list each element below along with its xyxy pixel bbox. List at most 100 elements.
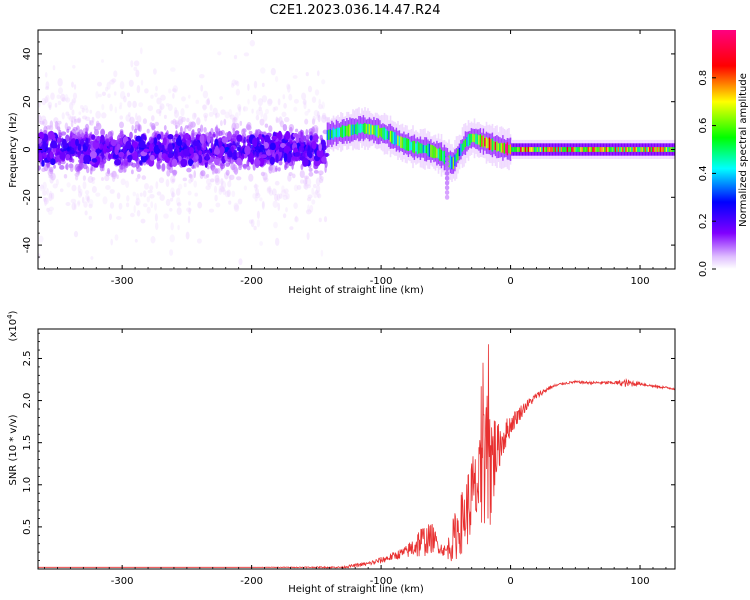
noise-core-blob <box>69 149 76 155</box>
signal-core <box>419 143 422 154</box>
noise-blob <box>246 121 252 129</box>
y-tick-label: -40 <box>22 237 33 253</box>
noise-blob <box>172 169 177 177</box>
signal-core <box>424 145 426 153</box>
noise-blob <box>300 164 304 170</box>
noise-blob <box>188 173 192 178</box>
noise-blob <box>148 136 154 144</box>
noise-blob <box>73 84 77 90</box>
noise-blob <box>243 52 250 57</box>
noise-blob <box>234 80 239 85</box>
noise-blob <box>272 200 278 208</box>
noise-blob <box>70 120 74 128</box>
signal-core <box>383 127 386 141</box>
noise-blob <box>233 202 239 210</box>
noise-blob <box>276 117 280 123</box>
noise-blob <box>243 106 246 112</box>
noise-blob <box>186 117 190 123</box>
noise-blob <box>170 187 175 196</box>
noise-core-blob <box>50 140 57 149</box>
noise-blob <box>39 184 45 192</box>
noise-blob <box>73 116 77 120</box>
noise-blob <box>321 79 326 85</box>
x-tick-label: 0 <box>507 576 513 587</box>
noise-blob <box>277 202 281 211</box>
signal-spur <box>444 170 450 176</box>
noise-core-blob <box>189 147 194 155</box>
noise-blob <box>87 176 94 183</box>
signal-core <box>464 139 467 148</box>
noise-blob <box>38 235 44 243</box>
noise-blob <box>293 106 298 112</box>
noise-blob <box>42 119 48 127</box>
noise-blob <box>134 239 138 243</box>
noise-blob <box>64 94 69 102</box>
noise-blob <box>102 196 108 205</box>
noise-blob <box>67 113 71 120</box>
x-tick-label: -300 <box>111 576 134 587</box>
signal-core <box>400 136 402 148</box>
noise-blob <box>57 160 62 166</box>
noise-blob <box>200 170 206 177</box>
noise-blob <box>257 98 263 107</box>
signal-core <box>601 147 603 152</box>
noise-blob <box>242 106 249 112</box>
signal-core <box>356 122 359 136</box>
noise-blob <box>69 164 74 172</box>
signal-core <box>587 147 590 152</box>
noise-blob <box>109 189 115 194</box>
noise-blob <box>163 213 169 219</box>
noise-core-blob <box>283 145 291 153</box>
signal-core <box>536 147 539 152</box>
noise-blob <box>293 184 299 192</box>
noise-blob <box>57 100 62 106</box>
signal-spur <box>444 194 450 200</box>
noise-blob <box>71 109 75 116</box>
noise-blob <box>322 129 328 135</box>
noise-blob <box>282 213 287 219</box>
noise-core-blob <box>91 134 96 140</box>
noise-blob <box>170 222 174 231</box>
noise-blob <box>46 188 49 196</box>
noise-core-blob <box>85 137 89 147</box>
noise-core-blob <box>312 134 319 141</box>
noise-blob <box>206 178 212 185</box>
noise-blob <box>156 191 162 196</box>
noise-blob <box>318 170 324 176</box>
noise-blob <box>111 175 116 183</box>
noise-blob <box>220 178 224 186</box>
signal-core <box>344 125 347 137</box>
noise-blob <box>317 114 321 123</box>
signal-core <box>442 151 444 162</box>
noise-blob <box>255 114 260 121</box>
noise-blob <box>218 188 223 195</box>
noise-blob <box>203 126 207 133</box>
noise-blob <box>235 80 240 87</box>
noise-blob <box>150 94 154 99</box>
noise-blob <box>304 111 309 116</box>
signal-core <box>362 123 365 133</box>
noise-blob <box>208 111 214 117</box>
noise-blob <box>101 112 107 119</box>
noise-blob <box>159 105 163 114</box>
noise-blob <box>130 60 134 68</box>
noise-core-blob <box>248 152 254 162</box>
signal-core <box>608 147 611 152</box>
signal-core <box>482 135 485 148</box>
noise-blob <box>259 197 263 202</box>
signal-core <box>367 123 369 135</box>
noise-blob <box>291 162 294 170</box>
noise-blob <box>51 192 55 200</box>
signal-core <box>584 147 587 152</box>
noise-blob <box>44 197 47 207</box>
noise-blob <box>50 92 55 100</box>
noise-blob <box>260 67 266 74</box>
noise-blob <box>282 124 288 132</box>
noise-core-blob <box>65 154 71 160</box>
noise-blob <box>176 207 182 216</box>
noise-blob <box>136 85 141 94</box>
noise-blob <box>98 143 104 150</box>
noise-blob <box>106 81 111 90</box>
noise-blob <box>319 174 322 180</box>
signal-core <box>529 147 531 152</box>
